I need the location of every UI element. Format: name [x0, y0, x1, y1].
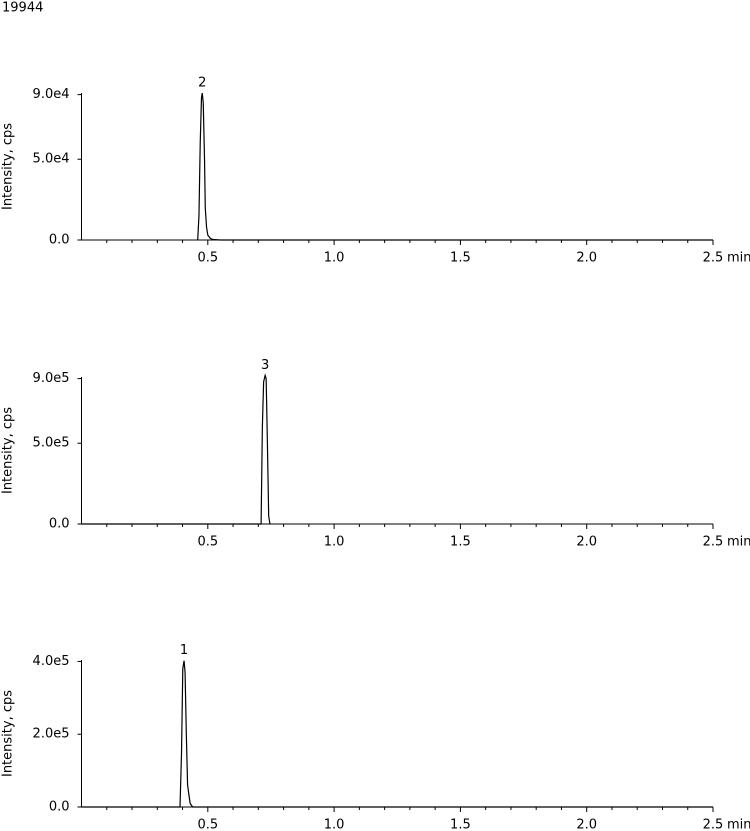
x-tick-label: 2.5: [703, 818, 724, 831]
trace-line: [81, 660, 713, 808]
page-label: 19944: [2, 1, 43, 16]
y-axis-label: Intensity, cps: [1, 407, 16, 494]
x-tick-label: 2.0: [576, 251, 597, 266]
trace-line: [197, 92, 713, 241]
y-tick-label: 9.0e4: [33, 87, 70, 102]
y-tick-label: 9.0e5: [33, 371, 70, 386]
x-tick-label: 1.0: [324, 535, 345, 550]
x-tick-label: 1.0: [324, 251, 345, 266]
x-tick-label: 1.0: [324, 818, 345, 831]
y-tick-label: 0.0: [49, 233, 70, 248]
y-tick-label: 5.0e4: [33, 152, 70, 167]
peak-label: 1: [180, 643, 188, 658]
y-tick-label: 5.0e5: [33, 436, 70, 451]
y-axis-label: Intensity, cps: [1, 690, 16, 777]
x-tick-label: 1.5: [450, 818, 471, 831]
x-tick-label: 2.5: [703, 251, 724, 266]
trace-line: [81, 373, 271, 525]
x-tick-label: 2.0: [576, 818, 597, 831]
y-tick-label: 2.0e5: [33, 727, 70, 742]
x-axis-label: min: [727, 251, 750, 266]
x-tick-label: 0.5: [197, 251, 218, 266]
y-axis-label: Intensity, cps: [1, 123, 16, 210]
x-tick-label: 1.5: [450, 535, 471, 550]
x-axis-label: min: [727, 818, 750, 831]
x-tick-label: 0.5: [197, 818, 218, 831]
x-axis-label: min: [727, 535, 750, 550]
y-tick-label: 4.0e5: [33, 654, 70, 669]
y-tick-label: 0.0: [49, 800, 70, 815]
x-tick-label: 2.0: [576, 535, 597, 550]
x-tick-label: 0.5: [197, 535, 218, 550]
x-tick-label: 1.5: [450, 251, 471, 266]
peak-label: 2: [198, 76, 206, 91]
y-tick-label: 0.0: [49, 517, 70, 532]
peak-label: 3: [261, 358, 269, 373]
x-tick-label: 2.5: [703, 535, 724, 550]
